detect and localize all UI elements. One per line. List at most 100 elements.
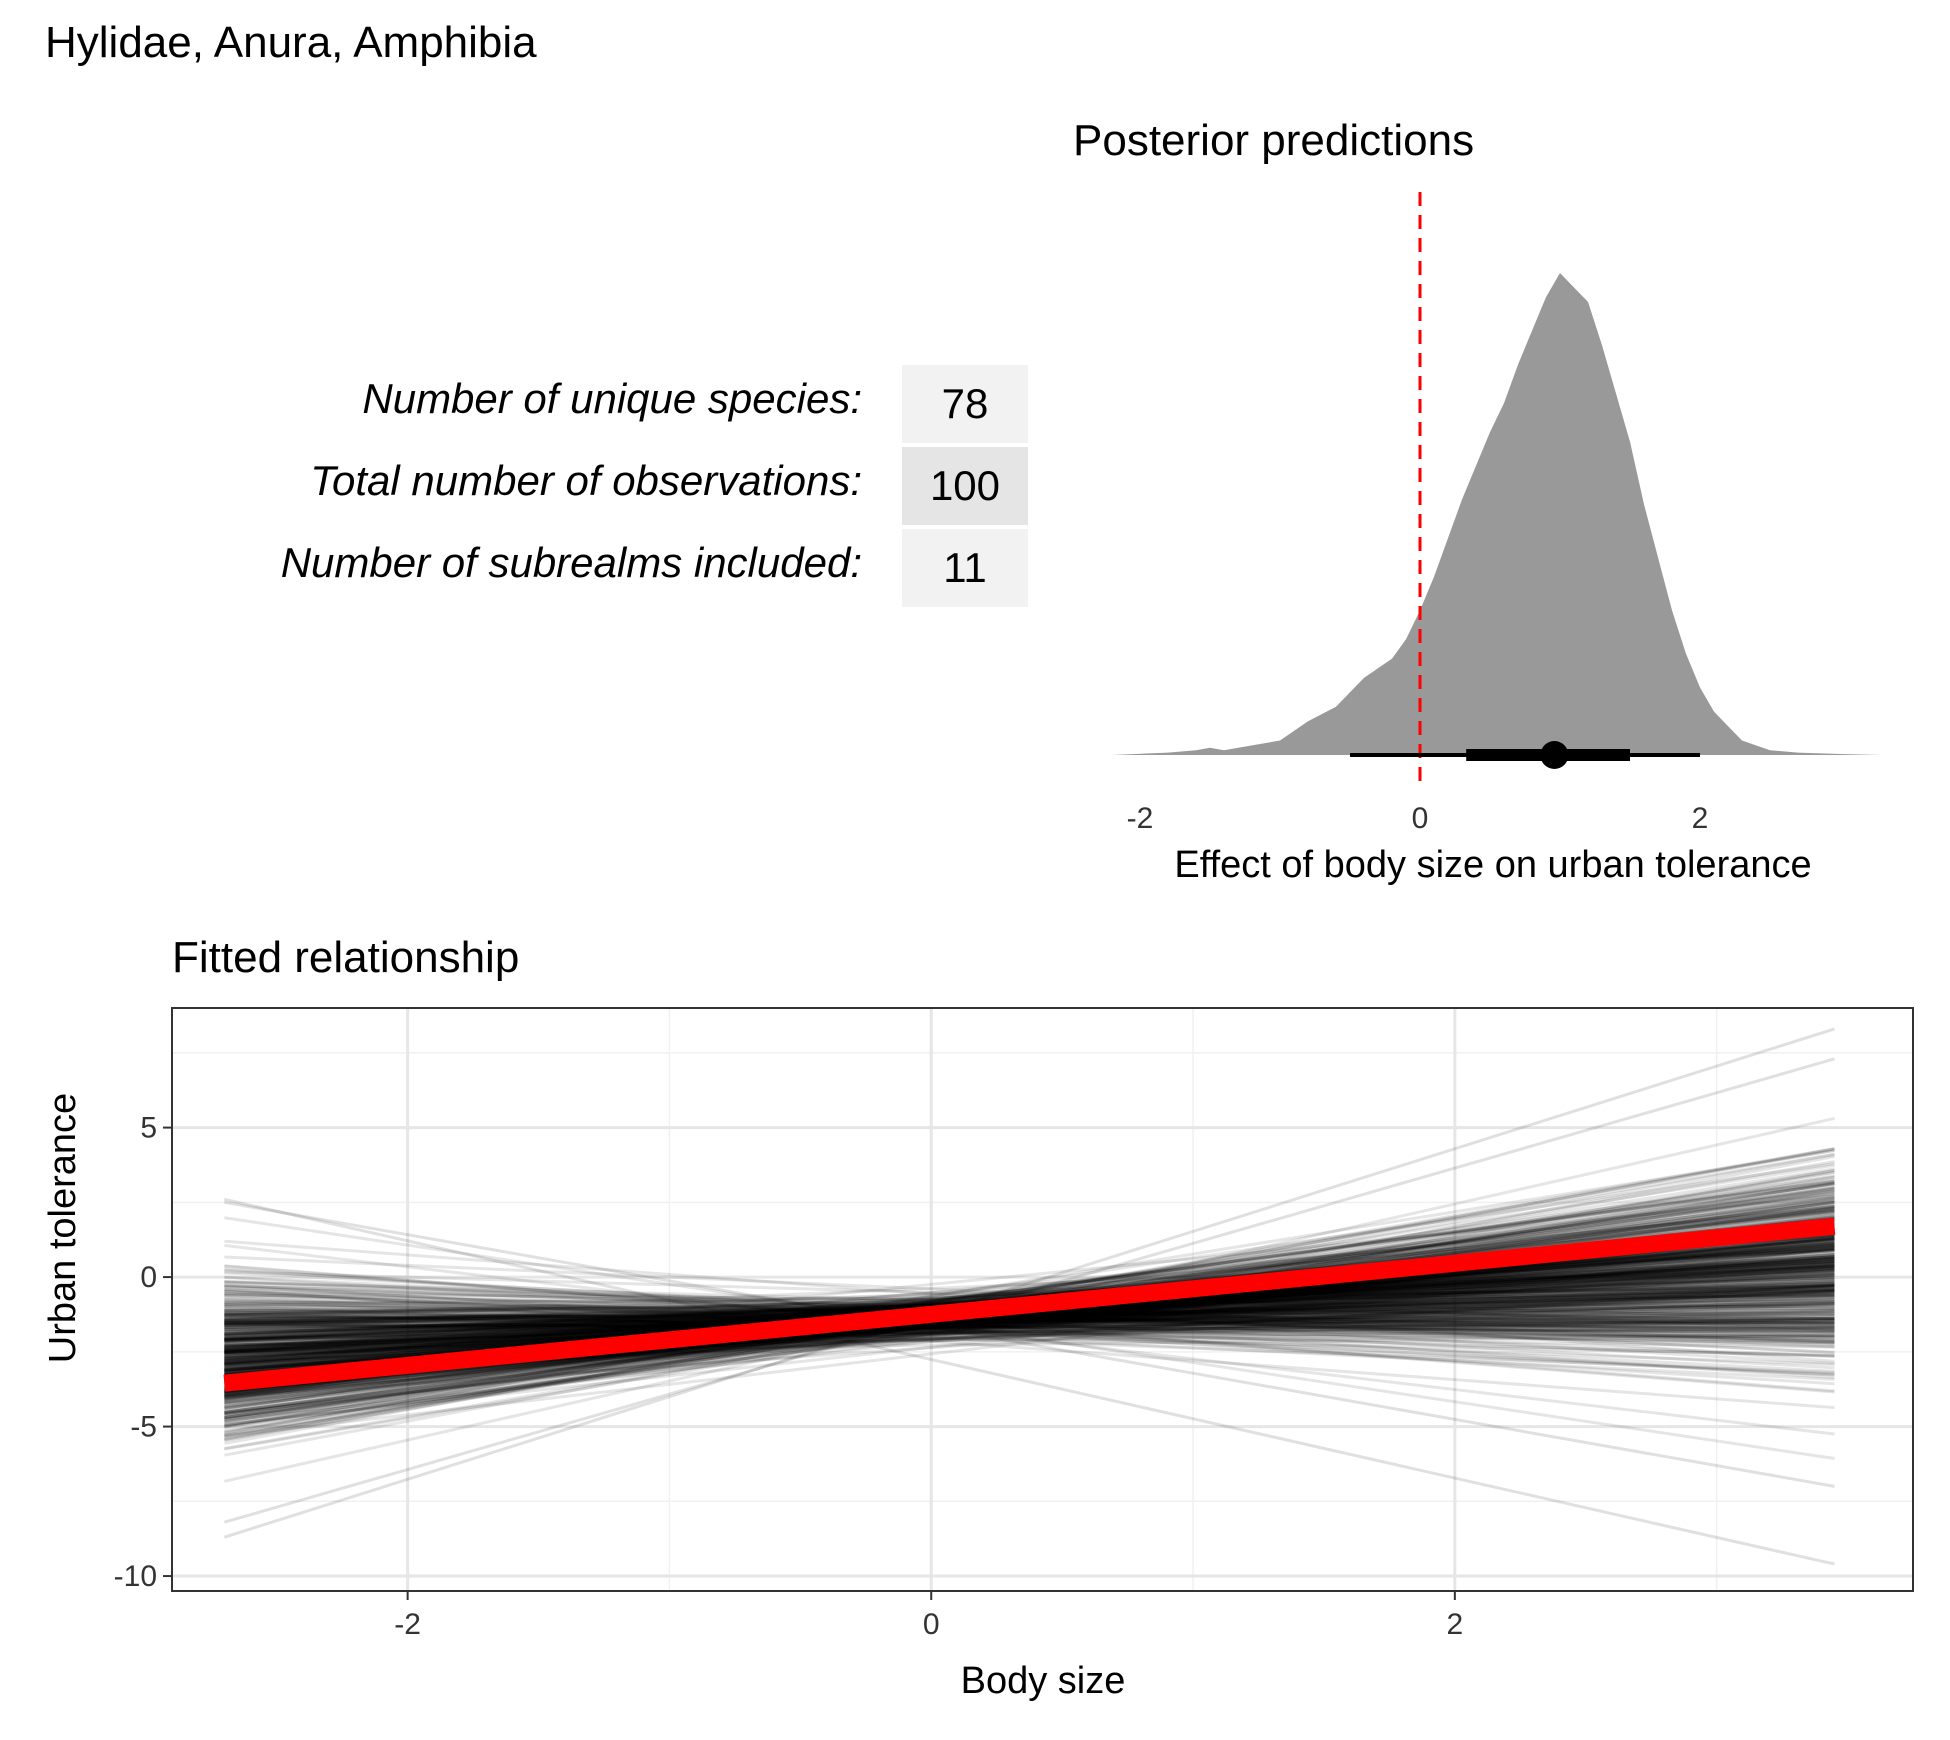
posterior-draw-line <box>224 1318 1835 1355</box>
posterior-draw-line <box>224 1227 1835 1427</box>
posterior-draw-line <box>224 1208 1835 1359</box>
posterior-draw-line <box>224 1294 1835 1355</box>
posterior-draw-line <box>224 1268 1835 1365</box>
posterior-draw-line <box>224 1236 1835 1398</box>
fitted-x-tick-label: 0 <box>923 1608 940 1641</box>
posterior-draw-line <box>224 1311 1835 1326</box>
posterior-draw-line <box>224 1284 1835 1344</box>
posterior-draw-line <box>224 1287 1835 1410</box>
posterior-draw-line <box>224 1315 1835 1320</box>
posterior-draw-line <box>224 1321 1835 1334</box>
posterior-draw-line <box>224 1267 1835 1361</box>
posterior-draw-line <box>224 1314 1835 1340</box>
posterior-draw-line <box>224 1218 1835 1352</box>
posterior-draw-line <box>224 1316 1835 1347</box>
posterior-draw-line <box>224 1324 1835 1329</box>
posterior-x-tick-label: -2 <box>1127 802 1154 835</box>
posterior-draw-line <box>224 1268 1835 1317</box>
posterior-draw-line <box>224 1283 1835 1399</box>
posterior-draw-line <box>224 1229 1835 1415</box>
posterior-draw-line <box>224 1295 1835 1351</box>
posterior-draw-line <box>224 1301 1835 1335</box>
posterior-draw-line <box>224 1318 1835 1345</box>
fitted-grid <box>172 1008 1913 1591</box>
posterior-draw-line <box>224 1321 1835 1339</box>
fitted-y-tick-label: -10 <box>114 1560 157 1593</box>
posterior-draw-line <box>224 1319 1835 1325</box>
posterior-draw-line <box>224 1308 1835 1329</box>
posterior-draw-line <box>224 1324 1835 1330</box>
posterior-draw-line <box>224 1292 1835 1358</box>
posterior-draw-line <box>224 1310 1835 1331</box>
posterior-draw-line <box>224 1204 1835 1368</box>
posterior-draw-line <box>224 1314 1835 1319</box>
posterior-draw-line <box>224 1247 1835 1392</box>
posterior-draw-line <box>224 1265 1835 1391</box>
posterior-draw-line <box>224 1319 1835 1343</box>
posterior-draw-line <box>224 1317 1835 1323</box>
posterior-draw-line <box>224 1307 1835 1358</box>
posterior-draw-line <box>224 1322 1835 1345</box>
page-title: Hylidae, Anura, Amphibia <box>45 18 537 67</box>
stat-value-subrealms: 11 <box>902 529 1028 607</box>
posterior-draw-line <box>224 1255 1835 1332</box>
fitted-plot-border <box>171 1007 1914 1592</box>
posterior-draw-line <box>224 1152 1835 1430</box>
posterior-draw-line <box>224 1316 1835 1323</box>
median-point <box>1540 741 1569 769</box>
posterior-draw-line <box>224 1293 1835 1336</box>
posterior-draw-line <box>224 1208 1835 1375</box>
posterior-draw-line <box>224 1293 1835 1342</box>
posterior-draw-line <box>224 1283 1835 1386</box>
stat-label-observations: Total number of observations: <box>310 457 862 504</box>
posterior-draw-line <box>224 1282 1835 1349</box>
posterior-draw-line <box>224 1287 1835 1355</box>
posterior-draw-line <box>224 1304 1835 1366</box>
posterior-draw-line <box>224 1289 1835 1341</box>
posterior-draw-line <box>224 1284 1835 1349</box>
posterior-draw-line <box>223 1027 1835 1539</box>
posterior-draw-line <box>224 1328 1835 1339</box>
posterior-draw-line <box>224 1313 1835 1321</box>
posterior-draw-line <box>224 1312 1835 1327</box>
posterior-draw-line <box>224 1321 1835 1333</box>
fitted-title: Fitted relationship <box>172 933 519 982</box>
posterior-draw-line <box>224 1306 1835 1333</box>
posterior-x-ticks: -2 0 2 <box>1127 802 1709 835</box>
posterior-draw-line <box>224 1306 1835 1323</box>
fitted-y-label: Urban tolerance <box>42 1093 84 1363</box>
posterior-draw-line <box>224 1312 1835 1346</box>
posterior-draw-line <box>224 1206 1835 1372</box>
posterior-draw-line <box>224 1290 1835 1354</box>
posterior-draw-line <box>224 1283 1835 1349</box>
posterior-draw-line <box>224 1326 1835 1337</box>
posterior-draw-line <box>224 1272 1835 1357</box>
fitted-x-ticks: -2 0 2 <box>394 1591 1463 1641</box>
posterior-draw-line <box>224 1300 1835 1350</box>
posterior-draw-line <box>224 1298 1835 1332</box>
posterior-draw-line <box>224 1287 1835 1344</box>
posterior-draw-line <box>224 1261 1835 1366</box>
posterior-density <box>1112 273 1882 755</box>
posterior-draw-line <box>224 1281 1835 1353</box>
posterior-draw-line <box>224 1322 1835 1333</box>
posterior-draw-line <box>224 1167 1835 1424</box>
posterior-draw-line <box>224 1312 1835 1327</box>
posterior-draw-line <box>224 1305 1835 1358</box>
posterior-draw-line <box>224 1199 1835 1379</box>
posterior-draw-line <box>224 1148 1835 1435</box>
posterior-draw-line <box>224 1306 1835 1321</box>
posterior-draw-line <box>224 1236 1835 1394</box>
posterior-draw-line <box>224 1326 1835 1340</box>
posterior-draw-line <box>224 1259 1835 1322</box>
posterior-draw-line <box>224 1322 1835 1334</box>
posterior-draw-line <box>224 1314 1835 1342</box>
posterior-draw-line <box>224 1309 1835 1375</box>
posterior-draw-line <box>224 1264 1835 1394</box>
posterior-draw-line <box>224 1290 1835 1345</box>
posterior-draw-line <box>224 1238 1835 1393</box>
posterior-draw-line <box>224 1313 1835 1341</box>
posterior-draw-line <box>224 1290 1835 1377</box>
posterior-draw-line <box>224 1318 1835 1331</box>
posterior-draw-line <box>224 1301 1835 1342</box>
